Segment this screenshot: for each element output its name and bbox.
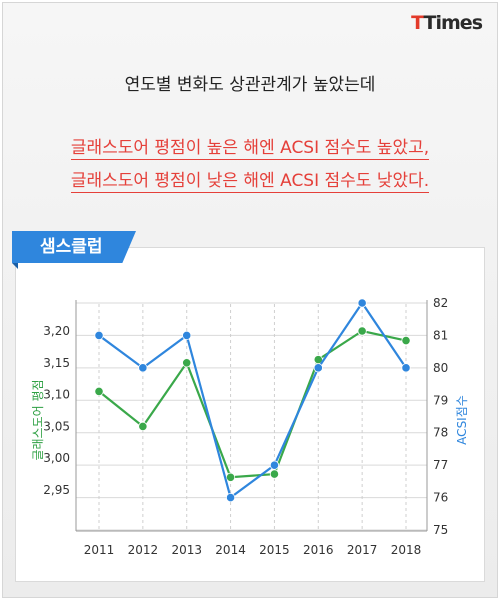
y-left-tick-label: 3,00 [43,451,70,465]
series-point-right [225,492,236,503]
series-point-left [94,386,104,397]
series-point-right [269,460,280,470]
y-left-tick-label: 2,95 [43,483,70,497]
series-point-left [401,335,411,346]
y-left-tick-label: 3,10 [43,388,70,402]
headline: 연도별 변화도 상관관계가 높았는데 [124,75,376,95]
series-line-left [98,329,407,479]
series-point-left [225,472,236,482]
y-right-tick-label: 80 [433,361,448,375]
x-tick-label: 2016 [303,543,334,557]
series-point-right [401,363,411,373]
highlight-line-1: 글래스도어 평점이 높은 해엔 ACSI 점수도 높았고, [0,133,500,160]
tag-fold-decoration [12,263,18,269]
series-line-right [98,301,407,500]
y-right-tick-label: 79 [433,393,448,407]
series-point-right [94,330,104,341]
y-left-tick-label: 3,20 [43,324,70,338]
y-left-axis-title: 글래스도어 평점 [31,379,45,460]
x-tick-label: 2013 [171,543,202,557]
highlight-text-2: 글래스도어 평점이 낮은 해엔 ACSI 점수도 낮았다. [70,171,430,193]
x-tick-label: 2012 [128,543,159,557]
y-right-tick-label: 81 [433,328,448,342]
y-right-tick-label: 75 [433,523,448,537]
series-point-right [313,363,323,373]
x-tick-label: 2014 [215,543,246,557]
x-tick-label: 2017 [347,543,378,557]
logo-main: Times [423,12,483,34]
series-point-left [182,358,192,368]
y-right-axis-title: ACSI점수 [455,395,469,445]
series-point-left [357,326,367,336]
y-right-tick-label: 76 [433,491,448,505]
series-point-left [138,421,148,431]
y-right-tick-label: 82 [433,296,448,310]
x-tick-label: 2015 [259,543,290,557]
highlight-line-2: 글래스도어 평점이 낮은 해엔 ACSI 점수도 낮았다. [0,166,500,193]
y-left-tick-label: 3,15 [43,356,70,370]
series-point-right [138,363,148,373]
x-tick-label: 2018 [391,543,422,557]
series-point-right [182,330,192,341]
ttimes-logo: TTimes [411,12,483,34]
series-point-right [357,298,367,308]
highlight-text-1: 글래스도어 평점이 높은 해엔 ACSI 점수도 높았고, [70,138,430,160]
logo-prefix: T [411,12,424,34]
y-right-tick-label: 77 [433,458,448,472]
series-point-left [269,469,280,479]
y-left-tick-label: 3,05 [43,419,70,433]
chart-panel: 2,95 3,00 3,05 3,10 3,15 3,20 75 76 77 78 79 80 81 82… [15,247,485,582]
y-right-tick-label: 78 [433,426,448,440]
x-tick-label: 2011 [84,543,115,557]
company-tag: 샘스클럽 [12,231,136,263]
line-chart: 2,95 3,00 3,05 3,10 3,15 3,20 75 76 77 78 79 80 81 82… [31,296,469,557]
